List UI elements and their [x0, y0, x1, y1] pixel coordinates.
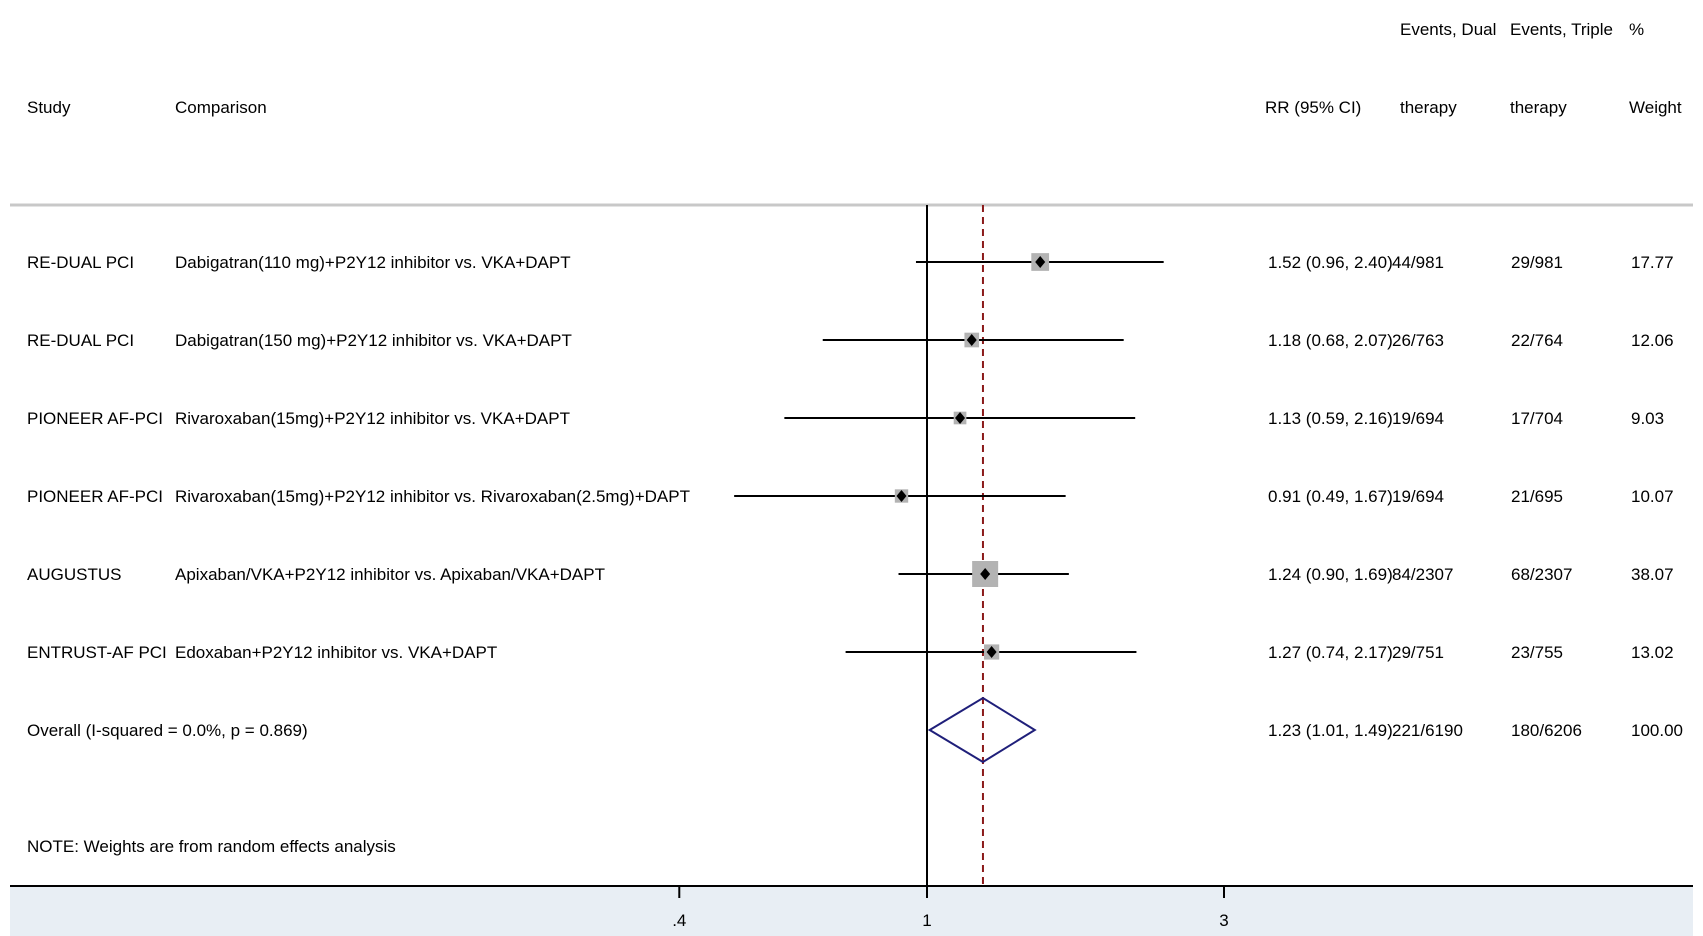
- events-triple: 68/2307: [1511, 565, 1572, 584]
- point-estimate: [966, 334, 977, 346]
- rr-ci-value: 1.18 (0.68, 2.07): [1268, 331, 1393, 350]
- comparison-text: Rivaroxaban(15mg)+P2Y12 inhibitor vs. VK…: [175, 409, 570, 428]
- weight-value: 13.02: [1631, 643, 1674, 662]
- events-triple: 29/981: [1511, 253, 1563, 272]
- study-rows: RE-DUAL PCI Dabigatran(110 mg)+P2Y12 inhi…: [27, 253, 1683, 740]
- x-axis-ticks: .4 1 3: [672, 886, 1229, 930]
- comparison-text: Dabigatran(150 mg)+P2Y12 inhibitor vs. V…: [175, 331, 572, 350]
- overall-weight-value: 100.00: [1631, 721, 1683, 740]
- header-comparison: Comparison: [175, 98, 267, 117]
- point-estimate: [986, 646, 997, 658]
- point-estimate: [896, 490, 907, 502]
- comparison-text: Dabigatran(110 mg)+P2Y12 inhibitor vs. V…: [175, 253, 571, 272]
- study-name: ENTRUST-AF PCI: [27, 643, 167, 662]
- header-rr: RR (95% CI): [1265, 98, 1361, 117]
- events-dual: 26/763: [1392, 331, 1444, 350]
- header-events-dual-line1: Events, Dual: [1400, 20, 1496, 39]
- study-name: PIONEER AF-PCI: [27, 487, 163, 506]
- weight-value: 9.03: [1631, 409, 1664, 428]
- overall-diamond: [927, 696, 1037, 764]
- plot-marks: [734, 205, 1164, 886]
- events-triple: 22/764: [1511, 331, 1563, 350]
- rr-ci-value: 0.91 (0.49, 1.67): [1268, 487, 1393, 506]
- rr-ci-value: 1.52 (0.96, 2.40): [1268, 253, 1393, 272]
- header-events-dual-line2: therapy: [1400, 98, 1457, 117]
- weights-note: NOTE: Weights are from random effects an…: [27, 837, 396, 856]
- axis-panel: [10, 886, 1693, 936]
- study-name: RE-DUAL PCI: [27, 331, 134, 350]
- overall-events-dual: 221/6190: [1392, 721, 1463, 740]
- weight-value: 17.77: [1631, 253, 1674, 272]
- study-name: RE-DUAL PCI: [27, 253, 134, 272]
- point-estimate: [1035, 256, 1046, 268]
- header-study: Study: [27, 98, 71, 117]
- comparison-text: Edoxaban+P2Y12 inhibitor vs. VKA+DAPT: [175, 643, 497, 662]
- comparison-text: Apixaban/VKA+P2Y12 inhibitor vs. Apixaba…: [175, 565, 605, 584]
- rr-ci-value: 1.27 (0.74, 2.17): [1268, 643, 1393, 662]
- events-triple: 21/695: [1511, 487, 1563, 506]
- weight-value: 12.06: [1631, 331, 1674, 350]
- events-dual: 29/751: [1392, 643, 1444, 662]
- events-dual: 84/2307: [1392, 565, 1453, 584]
- events-dual: 44/981: [1392, 253, 1444, 272]
- point-estimate: [955, 412, 966, 424]
- point-estimate: [980, 568, 991, 580]
- overall-events-triple: 180/6206: [1511, 721, 1582, 740]
- header-events-triple-line1: Events, Triple: [1510, 20, 1613, 39]
- overall-label: Overall (I-squared = 0.0%, p = 0.869): [27, 721, 308, 740]
- x-tick-label: .4: [672, 911, 686, 930]
- x-tick-label: 3: [1219, 911, 1228, 930]
- events-triple: 17/704: [1511, 409, 1563, 428]
- overall-rr-ci-value: 1.23 (1.01, 1.49): [1268, 721, 1393, 740]
- header-weight-line1: %: [1629, 20, 1644, 39]
- comparison-text: Rivaroxaban(15mg)+P2Y12 inhibitor vs. Ri…: [175, 487, 690, 506]
- events-dual: 19/694: [1392, 409, 1444, 428]
- weight-value: 10.07: [1631, 487, 1674, 506]
- x-tick-label: 1: [922, 911, 931, 930]
- study-name: AUGUSTUS: [27, 565, 121, 584]
- rr-ci-value: 1.13 (0.59, 2.16): [1268, 409, 1393, 428]
- rr-ci-value: 1.24 (0.90, 1.69): [1268, 565, 1393, 584]
- weight-value: 38.07: [1631, 565, 1674, 584]
- study-name: PIONEER AF-PCI: [27, 409, 163, 428]
- events-dual: 19/694: [1392, 487, 1444, 506]
- header-weight-line2: Weight: [1629, 98, 1682, 117]
- events-triple: 23/755: [1511, 643, 1563, 662]
- header-events-triple-line2: therapy: [1510, 98, 1567, 117]
